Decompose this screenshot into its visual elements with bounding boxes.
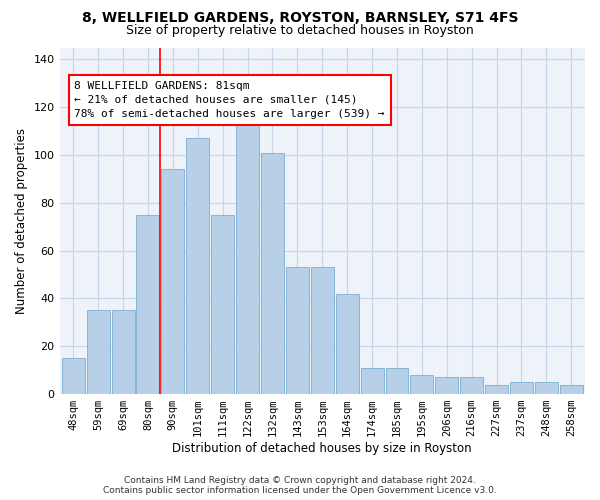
- Text: Size of property relative to detached houses in Royston: Size of property relative to detached ho…: [126, 24, 474, 37]
- Bar: [62, 358, 85, 394]
- Y-axis label: Number of detached properties: Number of detached properties: [15, 128, 28, 314]
- Bar: [86, 310, 110, 394]
- Bar: [436, 378, 458, 394]
- Bar: [510, 382, 533, 394]
- Bar: [136, 215, 160, 394]
- Bar: [286, 268, 309, 394]
- Bar: [460, 378, 483, 394]
- Text: 8, WELLFIELD GARDENS, ROYSTON, BARNSLEY, S71 4FS: 8, WELLFIELD GARDENS, ROYSTON, BARNSLEY,…: [82, 11, 518, 25]
- Bar: [186, 138, 209, 394]
- Bar: [386, 368, 409, 394]
- Bar: [560, 384, 583, 394]
- Bar: [236, 124, 259, 394]
- Bar: [112, 310, 134, 394]
- Bar: [161, 170, 184, 394]
- Bar: [485, 384, 508, 394]
- Bar: [211, 215, 234, 394]
- X-axis label: Distribution of detached houses by size in Royston: Distribution of detached houses by size …: [172, 442, 472, 455]
- Bar: [535, 382, 558, 394]
- Text: Contains HM Land Registry data © Crown copyright and database right 2024.
Contai: Contains HM Land Registry data © Crown c…: [103, 476, 497, 495]
- Bar: [361, 368, 383, 394]
- Text: 8 WELLFIELD GARDENS: 81sqm
← 21% of detached houses are smaller (145)
78% of sem: 8 WELLFIELD GARDENS: 81sqm ← 21% of deta…: [74, 81, 385, 119]
- Bar: [311, 268, 334, 394]
- Bar: [261, 152, 284, 394]
- Bar: [410, 375, 433, 394]
- Bar: [336, 294, 359, 394]
